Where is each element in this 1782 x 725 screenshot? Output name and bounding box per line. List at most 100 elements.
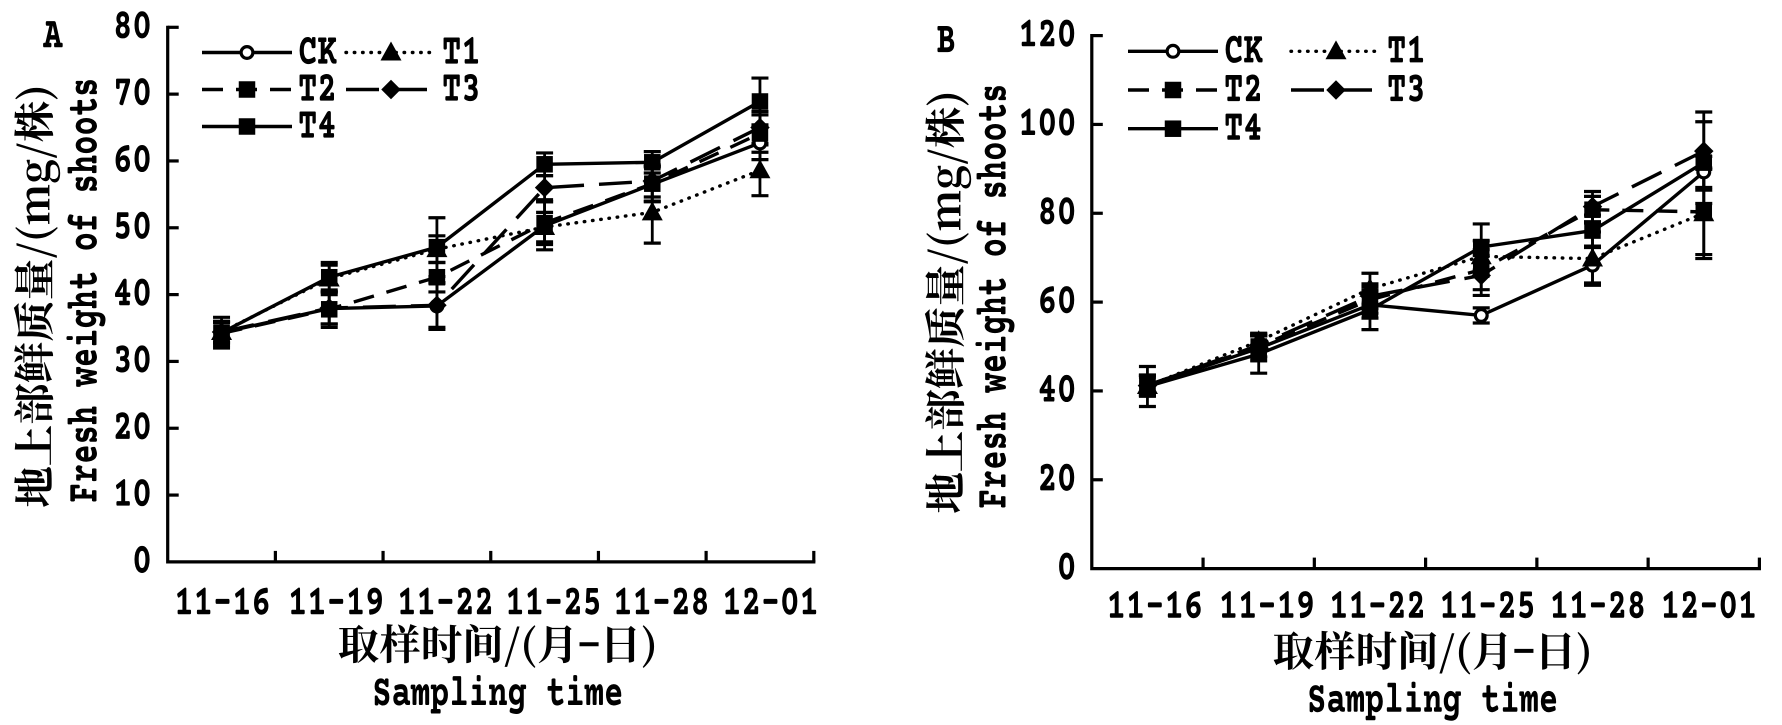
y-tick-label xyxy=(114,278,150,306)
series-T3-lines xyxy=(213,109,769,345)
point-T2-11-25 xyxy=(536,214,553,232)
point-T3-11-19 xyxy=(319,298,339,318)
point-T4-11-19 xyxy=(1250,345,1267,363)
y-tick-label xyxy=(115,11,150,39)
series-T3-line xyxy=(221,125,761,334)
y-axis-title-cn xyxy=(13,87,61,507)
y-axis-title-cn xyxy=(924,93,972,513)
legend-marker-CK xyxy=(1165,43,1181,59)
x-tick-label xyxy=(1221,591,1313,619)
legend-label-T4 xyxy=(299,110,335,138)
panel-letter-A xyxy=(43,21,63,48)
legend-entry-T1 xyxy=(344,36,479,64)
legend-label-T3 xyxy=(1388,74,1423,102)
y-tick-label xyxy=(1021,19,1075,47)
y-axis-title-en xyxy=(975,86,1015,508)
point-T3-11-22 xyxy=(1360,286,1380,307)
point-T4-11-16 xyxy=(213,324,230,341)
y-tick-label xyxy=(115,144,150,173)
y-axis-A xyxy=(114,11,179,573)
legend-marker-T1 xyxy=(1325,40,1347,60)
panel-b xyxy=(924,19,1762,721)
axes-B xyxy=(1090,34,1761,571)
legend-marker-T4 xyxy=(238,118,256,135)
legend-entry-CK xyxy=(1128,35,1263,63)
point-T4-11-28 xyxy=(644,154,661,171)
x-axis-title-cn xyxy=(338,623,655,668)
y-tick-label xyxy=(115,211,150,239)
series-T3-markers xyxy=(211,117,770,342)
y-tick-label xyxy=(1039,374,1075,403)
point-T3-11-28 xyxy=(1582,196,1603,217)
point-T2-11-22 xyxy=(428,268,446,286)
point-T3-11-28 xyxy=(642,171,663,191)
point-T4-11-25 xyxy=(536,156,553,173)
legend-marker-T4 xyxy=(1164,120,1182,137)
x-tick-label xyxy=(177,587,269,615)
point-T4-11-19 xyxy=(320,268,338,286)
x-tick-label xyxy=(1332,591,1424,618)
y-tick-label xyxy=(116,478,150,507)
legend-entry-T3 xyxy=(1291,74,1423,102)
point-T4-11-22 xyxy=(1361,301,1379,318)
y-tick-label xyxy=(1040,197,1075,225)
series-T1-line xyxy=(1145,211,1706,388)
legend-label-T4 xyxy=(1225,113,1261,140)
point-T1-12-01 xyxy=(749,159,771,179)
legend-entry-T3 xyxy=(346,73,478,102)
series-T4-markers xyxy=(1139,154,1713,395)
series-CK-markers xyxy=(214,135,768,341)
axes-A xyxy=(166,25,816,564)
series-T4-line xyxy=(1146,161,1705,389)
x-axis-title-en xyxy=(1309,681,1557,721)
x-tick-label xyxy=(290,587,382,615)
legend-label-T2 xyxy=(299,73,334,101)
series-CK-line xyxy=(221,141,761,335)
x-axis-title-cn xyxy=(1273,630,1589,675)
point-T4-11-25 xyxy=(1472,238,1490,256)
legend-entry-T2 xyxy=(202,73,334,101)
point-T3-11-22 xyxy=(427,295,447,316)
series-T2-markers xyxy=(213,125,769,342)
point-T4-11-28 xyxy=(1584,222,1601,239)
x-tick-label xyxy=(1663,591,1755,619)
x-tick-label xyxy=(1109,591,1201,619)
series-T2-lines xyxy=(213,113,769,347)
legend-entry-T2 xyxy=(1128,74,1260,102)
legend-marker-T3 xyxy=(1326,80,1346,100)
x-tick-label xyxy=(725,587,817,615)
x-axis-A xyxy=(177,550,817,615)
series-T2-line xyxy=(221,132,761,336)
y-tick-label xyxy=(116,78,150,106)
y-tick-label xyxy=(115,412,150,440)
y-tick-label xyxy=(1059,552,1075,580)
point-T3-11-25 xyxy=(534,177,555,198)
legend-label-CK xyxy=(299,36,337,65)
y-axis-title-en xyxy=(66,80,106,502)
series-T4-lines xyxy=(213,76,769,350)
legend-entry-T4 xyxy=(202,110,335,138)
series-T4-line xyxy=(220,100,761,335)
y-tick-label xyxy=(1040,286,1075,314)
panel-letter-B xyxy=(937,25,955,53)
x-axis-title-en xyxy=(374,674,622,715)
legend-B xyxy=(1128,35,1424,140)
point-T1-11-28 xyxy=(641,201,663,221)
point-CK-11-25 xyxy=(1473,307,1489,323)
legend-marker-T2 xyxy=(238,81,256,98)
legend-marker-CK xyxy=(239,44,255,60)
legend-entry-CK xyxy=(202,36,337,65)
x-tick-label xyxy=(616,587,708,615)
point-T3-11-25 xyxy=(1471,265,1491,286)
x-tick-label xyxy=(400,587,492,615)
legend-label-CK xyxy=(1225,35,1263,63)
point-T2-12-01 xyxy=(1695,203,1713,221)
legend-marker-T3 xyxy=(381,79,401,100)
x-axis-B xyxy=(1109,557,1762,619)
point-T4-11-22 xyxy=(428,238,446,256)
point-T4-11-16 xyxy=(1139,378,1156,395)
x-tick-label xyxy=(508,587,600,615)
legend-A xyxy=(202,36,479,138)
